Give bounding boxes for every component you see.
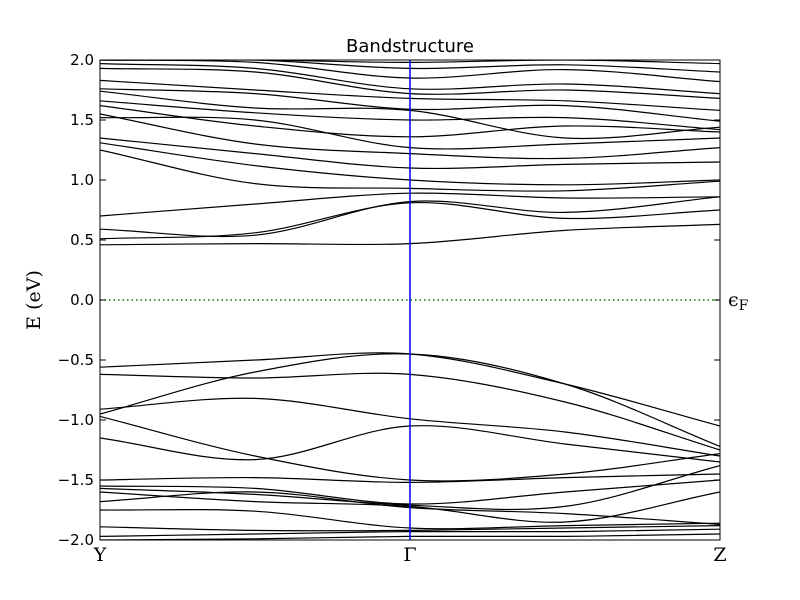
chart-title: Bandstructure — [346, 36, 474, 57]
k-point-label: Γ — [403, 544, 416, 566]
k-point-label: Z — [713, 544, 726, 566]
y-tick-label: −2.0 — [58, 531, 94, 549]
y-axis-label: E (eV) — [23, 270, 45, 330]
y-tick-label: −1.0 — [58, 411, 94, 429]
k-point-label: Y — [93, 544, 107, 566]
fermi-label-text: ϵF — [728, 289, 749, 314]
y-tick-label: 1.5 — [70, 111, 94, 129]
y-tick-label: −1.5 — [58, 471, 94, 489]
y-axis: 2.0 1.5 1.0 0.5 0.0 −0.5 −1.0 −1.5 −2.0 — [58, 51, 720, 549]
fermi-level-label: ϵF — [728, 289, 749, 314]
reference-lines — [100, 60, 720, 540]
y-tick-label: 0.0 — [70, 291, 94, 309]
y-tick-label: 2.0 — [70, 51, 94, 69]
y-tick-label: 0.5 — [70, 231, 94, 249]
y-tick-label: −0.5 — [58, 351, 94, 369]
y-tick-label: 1.0 — [70, 171, 94, 189]
